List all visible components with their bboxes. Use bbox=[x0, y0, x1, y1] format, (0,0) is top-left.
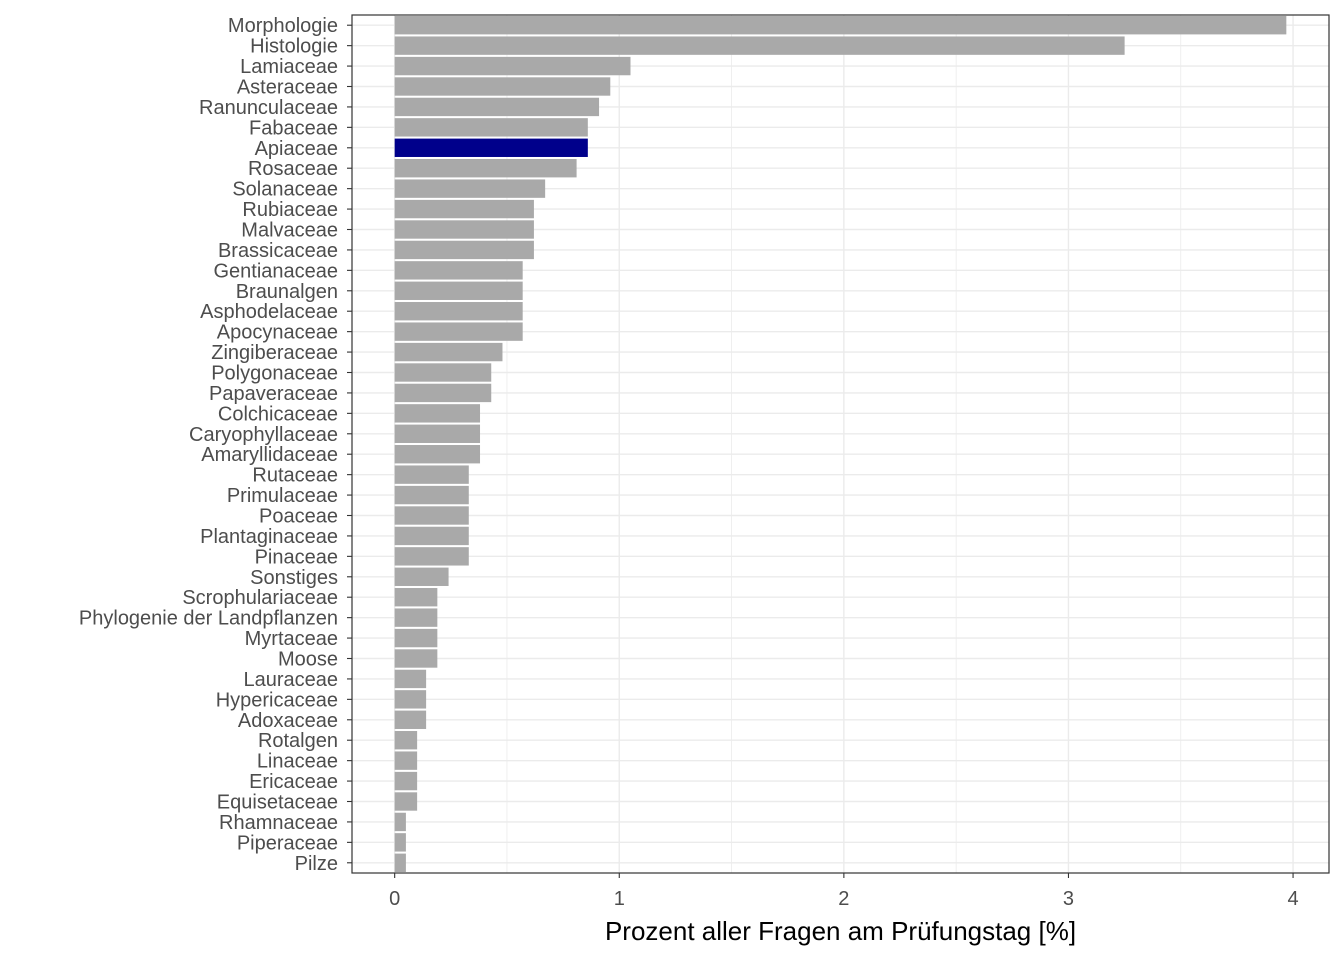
bar-scrophulariaceae bbox=[394, 588, 438, 607]
category-label: Scrophulariaceae bbox=[182, 587, 338, 609]
category-label: Asteraceae bbox=[237, 77, 338, 99]
bar-poaceae bbox=[394, 506, 469, 525]
bar-polygonaceae bbox=[394, 363, 492, 382]
category-label: Rutaceae bbox=[252, 465, 338, 487]
category-label: Lauraceae bbox=[243, 669, 338, 691]
bar-plantaginaceae bbox=[394, 526, 469, 546]
category-label: Moose bbox=[278, 649, 338, 671]
bar-pilze bbox=[394, 853, 406, 872]
bar-rubiaceae bbox=[394, 199, 534, 219]
category-label: Morphologie bbox=[228, 15, 338, 37]
category-label: Ranunculaceae bbox=[199, 97, 338, 119]
bar-solanaceae bbox=[394, 179, 546, 198]
category-label: Poaceae bbox=[259, 506, 338, 528]
category-label: Colchicaceae bbox=[218, 403, 338, 425]
bar-lamiaceae bbox=[394, 56, 631, 76]
x-tick-label: 0 bbox=[389, 888, 400, 910]
bar-moose bbox=[394, 649, 438, 668]
category-label: Rosaceae bbox=[248, 158, 338, 180]
category-label: Zingiberaceae bbox=[211, 342, 338, 364]
bar-hypericaceae bbox=[394, 690, 427, 709]
category-label: Primulaceae bbox=[227, 485, 338, 507]
category-label: Rotalgen bbox=[258, 730, 338, 752]
category-label: Pilze bbox=[295, 853, 338, 875]
category-label: Pinaceae bbox=[255, 546, 338, 568]
bar-adoxaceae bbox=[394, 710, 427, 729]
bar-rutaceae bbox=[394, 465, 469, 484]
bar-piperaceae bbox=[394, 833, 406, 852]
x-axis-title: Prozent aller Fragen am Prüfungstag [%] bbox=[605, 916, 1076, 946]
category-label: Gentianaceae bbox=[213, 260, 338, 282]
category-label: Fabaceae bbox=[249, 117, 338, 139]
category-label: Solanaceae bbox=[232, 179, 338, 201]
bar-malvaceae bbox=[394, 220, 534, 239]
category-label: Amaryllidaceae bbox=[201, 444, 338, 466]
bar-ranunculaceae bbox=[394, 97, 600, 117]
bar-braunalgen bbox=[394, 281, 523, 300]
category-label: Adoxaceae bbox=[238, 710, 338, 732]
category-label: Plantaginaceae bbox=[200, 526, 338, 548]
category-label: Asphodelaceae bbox=[200, 301, 338, 323]
bars bbox=[394, 16, 1287, 872]
bar-zingiberaceae bbox=[394, 342, 503, 362]
category-label: Braunalgen bbox=[236, 281, 338, 303]
bar-apocynaceae bbox=[394, 322, 523, 341]
bar-pinaceae bbox=[394, 547, 469, 566]
category-label: Caryophyllaceae bbox=[189, 424, 338, 446]
x-tick-label: 1 bbox=[614, 888, 625, 910]
category-label: Rhamnaceae bbox=[219, 812, 338, 834]
category-label: Myrtaceae bbox=[245, 628, 338, 650]
bar-sonstiges bbox=[394, 567, 449, 586]
bar-equisetaceae bbox=[394, 792, 418, 811]
bar-primulaceae bbox=[394, 485, 469, 505]
category-label: Equisetaceae bbox=[217, 792, 338, 814]
bar-rhamnaceae bbox=[394, 812, 406, 832]
bar-morphologie bbox=[394, 16, 1287, 35]
x-axis-ticks: 0 1 2 3 4 bbox=[389, 873, 1299, 910]
bar-caryophyllaceae bbox=[394, 424, 481, 443]
category-label: Papaveraceae bbox=[209, 383, 338, 405]
category-label: Piperaceae bbox=[237, 832, 338, 854]
bar-phylogenie-der-landpflanzen bbox=[394, 608, 438, 627]
category-label: Sonstiges bbox=[250, 567, 338, 589]
bar-brassicaceae bbox=[394, 240, 534, 260]
category-label: Histologie bbox=[250, 36, 338, 58]
bar-papaveraceae bbox=[394, 383, 492, 403]
category-label: Rubiaceae bbox=[242, 199, 338, 221]
bar-linaceae bbox=[394, 751, 418, 770]
category-label: Hypericaceae bbox=[216, 689, 338, 711]
bar-amaryllidaceae bbox=[394, 445, 481, 464]
category-label: Lamiaceae bbox=[240, 56, 338, 78]
panel-border bbox=[351, 14, 1330, 874]
category-label: Linaceae bbox=[257, 751, 338, 773]
category-label: Polygonaceae bbox=[211, 363, 338, 385]
category-label: Phylogenie der Landpflanzen bbox=[79, 608, 338, 630]
x-tick-label: 4 bbox=[1288, 888, 1299, 910]
bar-fabaceae bbox=[394, 118, 588, 137]
category-label: Malvaceae bbox=[241, 220, 338, 242]
category-label: Brassicaceae bbox=[218, 240, 338, 262]
bar-myrtaceae bbox=[394, 628, 438, 648]
x-tick-label: 3 bbox=[1063, 888, 1074, 910]
bar-gentianaceae bbox=[394, 261, 523, 280]
bar-colchicaceae bbox=[394, 404, 481, 423]
category-label: Apocynaceae bbox=[217, 322, 338, 344]
x-tick-label: 2 bbox=[838, 888, 849, 910]
bar-lauraceae bbox=[394, 669, 427, 689]
category-labels: MorphologieHistologieLamiaceaeAsteraceae… bbox=[79, 15, 352, 875]
bar-rosaceae bbox=[394, 159, 577, 178]
bar-ericaceae bbox=[394, 771, 418, 791]
bar-rotalgen bbox=[394, 731, 418, 750]
category-label: Ericaceae bbox=[249, 771, 338, 793]
bar-asphodelaceae bbox=[394, 302, 523, 321]
bar-asteraceae bbox=[394, 77, 611, 96]
bar-histologie bbox=[394, 36, 1125, 55]
category-label: Apiaceae bbox=[255, 138, 338, 160]
bar-apiaceae bbox=[394, 138, 588, 157]
